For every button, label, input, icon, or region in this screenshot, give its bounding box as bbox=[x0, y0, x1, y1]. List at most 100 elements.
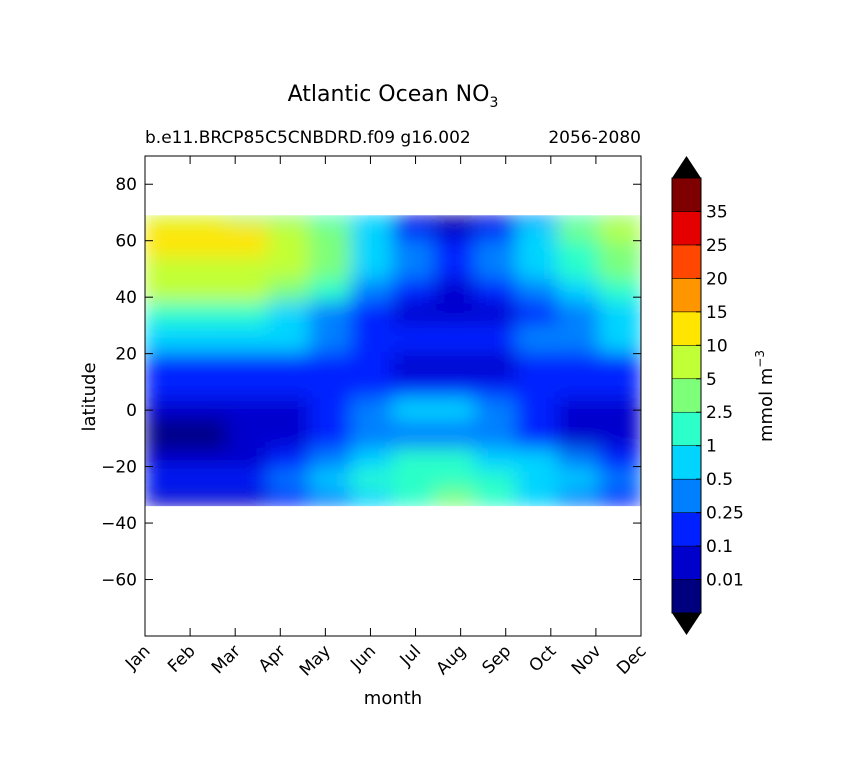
field-cell bbox=[598, 488, 641, 507]
field-cell bbox=[557, 488, 601, 507]
field-cell bbox=[268, 420, 312, 451]
field-cell bbox=[226, 420, 270, 451]
x-tick-label: Nov bbox=[568, 641, 606, 679]
colorbar-segment bbox=[671, 177, 702, 212]
field-cell bbox=[557, 471, 601, 491]
field-cell bbox=[145, 324, 188, 355]
field-cell bbox=[392, 256, 436, 282]
field-cell bbox=[433, 222, 477, 242]
field-cell bbox=[185, 239, 229, 259]
field-cell bbox=[350, 420, 394, 451]
colorbar-segment bbox=[671, 545, 702, 580]
field-cell bbox=[226, 301, 270, 327]
field-cell bbox=[145, 352, 188, 383]
field-cell bbox=[598, 239, 641, 259]
field-cell bbox=[226, 380, 270, 400]
field-cell bbox=[309, 380, 353, 400]
field-cell bbox=[309, 256, 353, 282]
field-cell bbox=[350, 380, 394, 400]
field-cell bbox=[145, 256, 188, 282]
colorbar-segment bbox=[671, 378, 702, 413]
field-cell bbox=[145, 471, 188, 491]
y-tick-label: 80 bbox=[115, 175, 137, 195]
field-cell bbox=[350, 222, 394, 242]
field-cell bbox=[309, 301, 353, 327]
field-cell bbox=[474, 420, 518, 451]
field-cell bbox=[474, 352, 518, 383]
field-cell bbox=[474, 215, 518, 225]
x-tick-label: Dec bbox=[613, 641, 650, 678]
colorbar-segment bbox=[671, 478, 702, 513]
field-cell bbox=[350, 301, 394, 327]
field-cell bbox=[226, 397, 270, 423]
colorbar-frame bbox=[671, 177, 702, 614]
field-cell bbox=[185, 352, 229, 383]
field-cell bbox=[474, 256, 518, 282]
x-axis-label: month bbox=[364, 688, 422, 709]
field-cell bbox=[145, 301, 188, 327]
field-cell bbox=[598, 471, 641, 491]
field-cell bbox=[392, 222, 436, 242]
field-cell bbox=[268, 448, 312, 474]
field-cell bbox=[350, 352, 394, 383]
field-cell bbox=[350, 279, 394, 304]
field-cell bbox=[145, 279, 188, 304]
colorbar-tick-label: 1 bbox=[706, 437, 717, 457]
colorbar-tick-label: 0.1 bbox=[706, 537, 733, 557]
field-cell bbox=[268, 279, 312, 304]
field-cell bbox=[268, 397, 312, 423]
field-cell bbox=[516, 279, 560, 304]
field-cell bbox=[433, 215, 477, 225]
field-cell bbox=[392, 324, 436, 355]
colorbar-label: mmol m−3 bbox=[753, 350, 777, 442]
colorbar-segment bbox=[671, 445, 702, 480]
field-cell bbox=[226, 279, 270, 304]
field-cell bbox=[226, 256, 270, 282]
field-cell bbox=[350, 239, 394, 259]
colorbar-tick-label: 25 bbox=[706, 236, 728, 256]
x-tick-label: Mar bbox=[208, 641, 245, 678]
field-cell bbox=[516, 420, 560, 451]
field-cell bbox=[309, 279, 353, 304]
colorbar-segment bbox=[671, 211, 702, 246]
field-cell bbox=[392, 420, 436, 451]
colorbar-tick-label: 10 bbox=[706, 336, 728, 356]
field-cell bbox=[145, 420, 188, 451]
colorbar-tick-label: 5 bbox=[706, 370, 717, 390]
field-cell bbox=[516, 352, 560, 383]
x-tick-label: Sep bbox=[478, 641, 515, 678]
field-cell bbox=[557, 397, 601, 423]
field-cell bbox=[557, 448, 601, 474]
field-cell bbox=[185, 301, 229, 327]
field-cell bbox=[433, 488, 477, 507]
contour-field bbox=[145, 215, 641, 507]
field-cell bbox=[226, 222, 270, 242]
field-cell bbox=[145, 239, 188, 259]
x-tick-label: Jun bbox=[346, 641, 380, 675]
field-cell bbox=[474, 324, 518, 355]
colorbar-extend-max bbox=[672, 156, 701, 178]
field-cell bbox=[433, 471, 477, 491]
field-cell bbox=[557, 215, 601, 225]
field-cell bbox=[226, 448, 270, 474]
field-cell bbox=[309, 352, 353, 383]
field-cell bbox=[598, 324, 641, 355]
field-cell bbox=[392, 471, 436, 491]
field-cell bbox=[392, 301, 436, 327]
field-cell bbox=[557, 301, 601, 327]
plot-frame bbox=[144, 155, 642, 637]
field-cell bbox=[350, 256, 394, 282]
field-cell bbox=[557, 222, 601, 242]
field-cell bbox=[145, 222, 188, 242]
colorbar-extend-min bbox=[672, 613, 701, 635]
field-cell bbox=[433, 279, 477, 304]
field-cell bbox=[268, 488, 312, 507]
x-tick-label: Aug bbox=[433, 641, 471, 679]
field-cell bbox=[516, 239, 560, 259]
field-cell bbox=[309, 222, 353, 242]
field-cell bbox=[185, 324, 229, 355]
field-cell bbox=[268, 215, 312, 225]
field-cell bbox=[309, 239, 353, 259]
field-cell bbox=[226, 324, 270, 355]
